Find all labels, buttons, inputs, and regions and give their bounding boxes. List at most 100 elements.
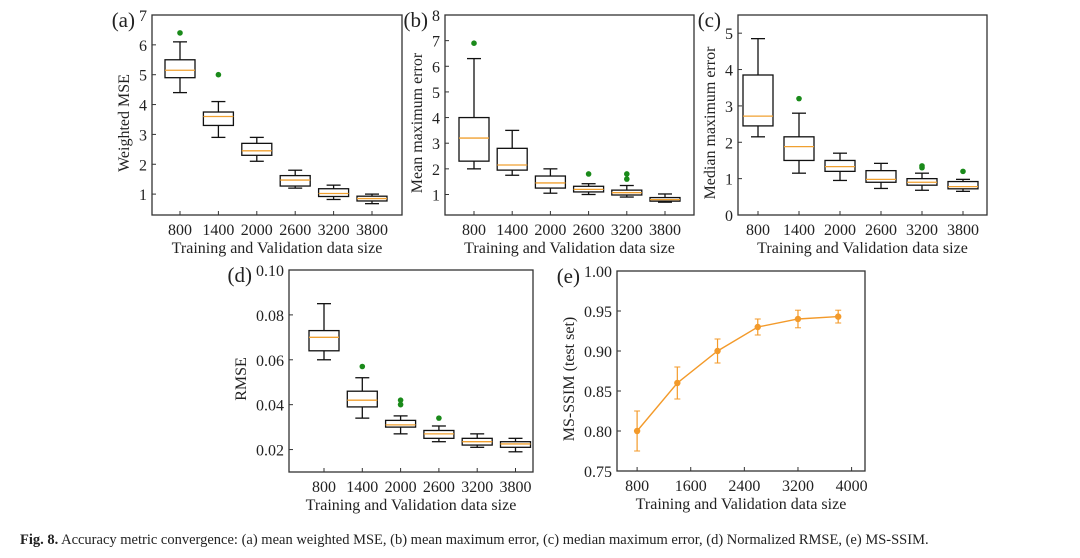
x-tick-label: 3800: [649, 222, 681, 239]
x-tick-label: 2000: [824, 222, 856, 239]
x-tick-label: 1400: [346, 479, 378, 496]
box: [496, 147, 528, 171]
x-tick-label: 3800: [947, 222, 979, 239]
x-axis-label: Training and Validation data size: [172, 240, 383, 257]
x-tick-label: 2400: [728, 478, 760, 495]
figure-caption: Fig. 8. Accuracy metric convergence: (a)…: [20, 532, 929, 549]
outlier-point: [215, 71, 222, 78]
outlier-point: [436, 415, 442, 421]
y-tick-label: 4: [432, 111, 440, 128]
y-tick-label: 8: [432, 8, 440, 25]
x-tick-label: 1400: [202, 222, 234, 239]
y-tick-label: 1.00: [584, 264, 612, 281]
outlier-point: [397, 397, 404, 403]
x-tick-label: 2600: [423, 479, 455, 496]
x-axis-label: Training and Validation data size: [636, 496, 847, 513]
outlier-point: [177, 30, 183, 36]
panel-label: (b): [404, 8, 429, 32]
y-tick-label: 0.02: [256, 443, 284, 460]
y-tick-label: 6: [139, 38, 147, 55]
box: [742, 74, 774, 127]
y-tick-label: 0.90: [584, 344, 612, 361]
y-tick-label: 0: [725, 208, 733, 225]
x-axis-label: Training and Validation data size: [464, 240, 675, 257]
y-tick-label: 6: [432, 59, 440, 76]
plot-frame: [444, 14, 695, 216]
x-tick-label: 1400: [496, 222, 528, 239]
y-axis-label: RMSE: [233, 357, 250, 401]
y-tick-label: 5: [432, 85, 440, 102]
y-tick-label: 0.85: [584, 384, 612, 401]
box: [458, 116, 490, 162]
y-tick-label: 0.06: [256, 353, 284, 370]
x-tick-label: 2600: [865, 222, 897, 239]
outlier-point: [471, 40, 477, 47]
x-axis-label: Training and Validation data size: [757, 240, 968, 257]
y-axis-label: Median maximum error: [702, 46, 719, 200]
y-tick-label: 4: [139, 98, 147, 115]
box: [824, 159, 856, 173]
x-tick-label: 2000: [534, 222, 566, 239]
y-tick-label: 3: [725, 99, 733, 116]
y-tick-label: 5: [725, 26, 733, 43]
x-tick-label: 1600: [675, 478, 707, 495]
y-tick-label: 1: [725, 172, 733, 189]
data-point: [834, 313, 842, 320]
data-point: [754, 323, 761, 331]
data-point: [714, 347, 721, 355]
y-tick-label: 1: [139, 187, 147, 204]
box: [384, 419, 417, 428]
y-tick-label: 0.95: [584, 304, 612, 321]
x-tick-label: 4000: [836, 478, 868, 495]
x-tick-label: 3200: [318, 222, 350, 239]
outlier-point: [585, 171, 592, 177]
plot-frame: [737, 14, 988, 216]
outlier-point: [397, 401, 404, 408]
x-tick-label: 800: [462, 222, 486, 239]
y-axis-label: Mean maximum error: [409, 52, 426, 193]
y-axis-label: Weighted MSE: [116, 74, 133, 172]
box: [783, 136, 815, 162]
y-tick-label: 2: [139, 157, 147, 174]
y-tick-label: 7: [139, 8, 147, 25]
panel-label: (e): [557, 264, 580, 288]
box: [317, 188, 350, 198]
x-tick-label: 3800: [356, 222, 388, 239]
box: [346, 390, 378, 408]
plot-frame: [288, 269, 534, 473]
x-tick-label: 2600: [279, 222, 311, 239]
series-line: [636, 315, 839, 432]
y-tick-label: 7: [432, 34, 440, 51]
x-tick-label: 2600: [573, 222, 605, 239]
caption-label: Fig. 8.: [20, 532, 59, 548]
outlier-point: [359, 363, 366, 370]
box: [202, 111, 235, 127]
y-tick-label: 2: [725, 135, 733, 152]
data-point: [633, 427, 641, 435]
outlier-point: [624, 171, 630, 177]
box: [947, 180, 979, 190]
outlier-point: [960, 168, 966, 175]
y-tick-label: 4: [725, 63, 733, 80]
y-tick-label: 0.10: [256, 263, 284, 280]
x-tick-label: 3800: [500, 479, 532, 496]
y-tick-label: 0.75: [584, 464, 612, 481]
x-tick-label: 800: [168, 222, 192, 239]
box: [241, 142, 273, 156]
x-tick-label: 2000: [385, 479, 417, 496]
box: [164, 59, 196, 79]
caption-text: Accuracy metric convergence: (a) mean we…: [61, 532, 929, 548]
y-tick-label: 0.08: [256, 308, 284, 325]
y-axis-label: MS-SSIM (test set): [561, 317, 578, 441]
y-tick-label: 5: [139, 68, 147, 85]
x-tick-label: 800: [746, 222, 770, 239]
x-axis-label: Training and Validation data size: [306, 497, 517, 514]
outlier-point: [919, 163, 925, 169]
x-tick-label: 3200: [611, 222, 643, 239]
plot-frame: [151, 14, 403, 216]
x-tick-label: 3200: [906, 222, 938, 239]
y-tick-label: 1: [432, 187, 440, 204]
y-tick-label: 2: [432, 162, 440, 179]
outlier-point: [796, 95, 802, 102]
